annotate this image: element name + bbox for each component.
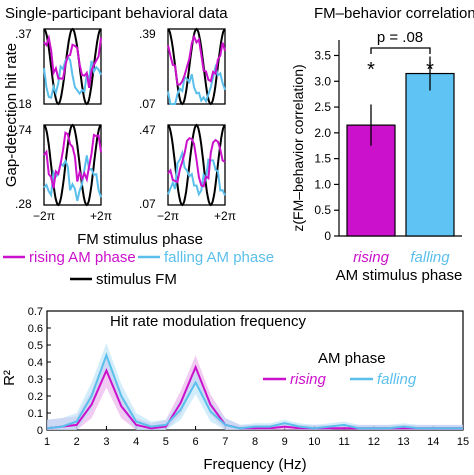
panel-a-xtick-right-2: +2π — [214, 209, 236, 223]
subplot-2-ymax: .39 — [139, 27, 156, 41]
x-tick-label: 9 — [282, 436, 288, 448]
x-tick-label: 8 — [252, 436, 258, 448]
x-tick-label: 2 — [74, 436, 80, 448]
subplot-4-ymin: .07 — [139, 197, 156, 211]
bar-category-rising: rising — [353, 249, 390, 266]
x-tick-label: 3 — [103, 436, 109, 448]
significance-bracket-line — [370, 47, 431, 54]
panel-c-ylabel-text: R² — [1, 370, 18, 386]
subplot-4: .47 .07 — [139, 123, 226, 211]
rising-am-trace — [167, 137, 226, 188]
legend-falling-label: falling AM phase — [164, 249, 274, 266]
falling-am-trace — [167, 149, 226, 197]
sig-star-rising: * — [367, 59, 375, 81]
panel-a-ylabel: Gap-detection hit rate — [3, 43, 20, 187]
panel-a: Single-participant behavioral data Gap-d… — [3, 5, 274, 288]
subplot-1: .37 .18 — [15, 27, 102, 111]
x-tick-label: 10 — [308, 436, 320, 448]
subplot-3-frame — [43, 124, 102, 206]
subplot-2-ymin: .07 — [139, 97, 156, 111]
y-tick-label: 0.3 — [28, 374, 43, 386]
x-tick-label: 5 — [163, 436, 169, 448]
subplot-3: .74 .28 — [15, 123, 102, 211]
panel-b-ylabel: z(FM–behavior correlation) — [290, 64, 306, 231]
x-tick-label: 12 — [368, 436, 380, 448]
legend-c-falling-label: falling — [377, 371, 417, 388]
rising-am-trace — [43, 33, 102, 89]
panel-b-bars — [346, 56, 455, 237]
stimulus-fm-trace — [167, 123, 226, 207]
y-tick-label: 0.5 — [314, 203, 331, 217]
panel-a-xtick-left-1: −2π — [33, 209, 55, 223]
rising-am-trace — [43, 131, 102, 189]
x-tick-label: 14 — [427, 436, 439, 448]
y-tick-label: 2.0 — [314, 126, 331, 140]
y-tick-label: 0.6 — [28, 323, 43, 335]
y-tick-label: 0 — [324, 229, 331, 243]
pvalue-label: p = .08 — [377, 29, 423, 46]
panel-a-legend: rising AM phase falling AM phase stimulu… — [3, 249, 274, 288]
y-tick-label: 0.5 — [28, 340, 43, 352]
bar-falling — [405, 72, 455, 237]
falling-am-trace — [43, 155, 102, 202]
panel-c-ylabel: R² — [1, 370, 18, 386]
legend-stimulus-label: stimulus FM — [96, 271, 177, 288]
y-tick-label: 3.0 — [314, 74, 331, 88]
y-tick-label: 1.5 — [314, 152, 331, 166]
panel-b-y-ticks: 0 0.5 1.0 1.5 2.0 2.5 3.0 3.5 — [314, 48, 339, 243]
panel-b-title: FM–behavior correlation — [314, 5, 474, 22]
y-tick-label: 0.7 — [28, 306, 43, 318]
subplot-1-ymax: .37 — [15, 27, 32, 41]
panel-a-xlabel: FM stimulus phase — [77, 231, 203, 248]
x-tick-label: 1 — [44, 436, 50, 448]
x-tick-label: 4 — [133, 436, 139, 448]
panel-a-title: Single-participant behavioral data — [5, 5, 228, 22]
legend-title: AM phase — [318, 350, 386, 367]
falling-am-trace — [43, 55, 102, 99]
panel-c-title: Hit rate modulation frequency — [110, 313, 306, 330]
subplot-3-ymax: .74 — [15, 123, 32, 137]
y-tick-label: 3.5 — [314, 48, 331, 62]
x-tick-label: 7 — [222, 436, 228, 448]
panel-a-xtick-right-1: +2π — [90, 209, 112, 223]
x-tick-label: 11 — [338, 436, 349, 448]
panel-b: FM–behavior correlation z(FM–behavior co… — [290, 5, 474, 284]
series-line-falling — [46, 352, 463, 430]
panel-c-ticks: 1 2 3 4 5 6 7 8 9 10 11 12 13 14 1500.10.20.30.40.50.6… — [28, 306, 469, 448]
x-tick-label: 15 — [457, 436, 469, 448]
panel-c-legend: AM phase rising falling — [263, 350, 417, 388]
legend-c-rising-label: rising — [290, 371, 327, 388]
x-tick-label: 13 — [397, 436, 409, 448]
rising-am-trace — [167, 33, 226, 86]
falling-am-trace — [167, 63, 226, 105]
subplot-2: .39 .07 — [139, 27, 226, 111]
y-tick-label: 0 — [37, 425, 43, 437]
legend-rising-label: rising AM phase — [29, 249, 136, 266]
significance-bracket: p = .08 — [370, 29, 431, 54]
panel-c-xlabel: Frequency (Hz) — [203, 456, 306, 473]
x-tick-label: 6 — [193, 436, 199, 448]
subplot-1-ymin: .18 — [15, 97, 32, 111]
panel-b-xlabel: AM stimulus phase — [336, 267, 463, 284]
y-tick-label: 0.2 — [28, 391, 43, 403]
subplot-3-ymin: .28 — [15, 197, 32, 211]
subplot-4-ymax: .47 — [139, 123, 156, 137]
sig-star-falling: * — [426, 59, 434, 81]
y-tick-label: 2.5 — [314, 100, 331, 114]
panel-c-series — [46, 343, 463, 430]
panel-a-xtick-left-2: −2π — [157, 209, 179, 223]
y-tick-label: 0.1 — [28, 408, 43, 420]
y-tick-label: 0.4 — [28, 357, 43, 369]
y-tick-label: 1.0 — [314, 177, 331, 191]
bar-category-falling: falling — [410, 249, 450, 266]
stimulus-fm-trace — [43, 123, 102, 207]
